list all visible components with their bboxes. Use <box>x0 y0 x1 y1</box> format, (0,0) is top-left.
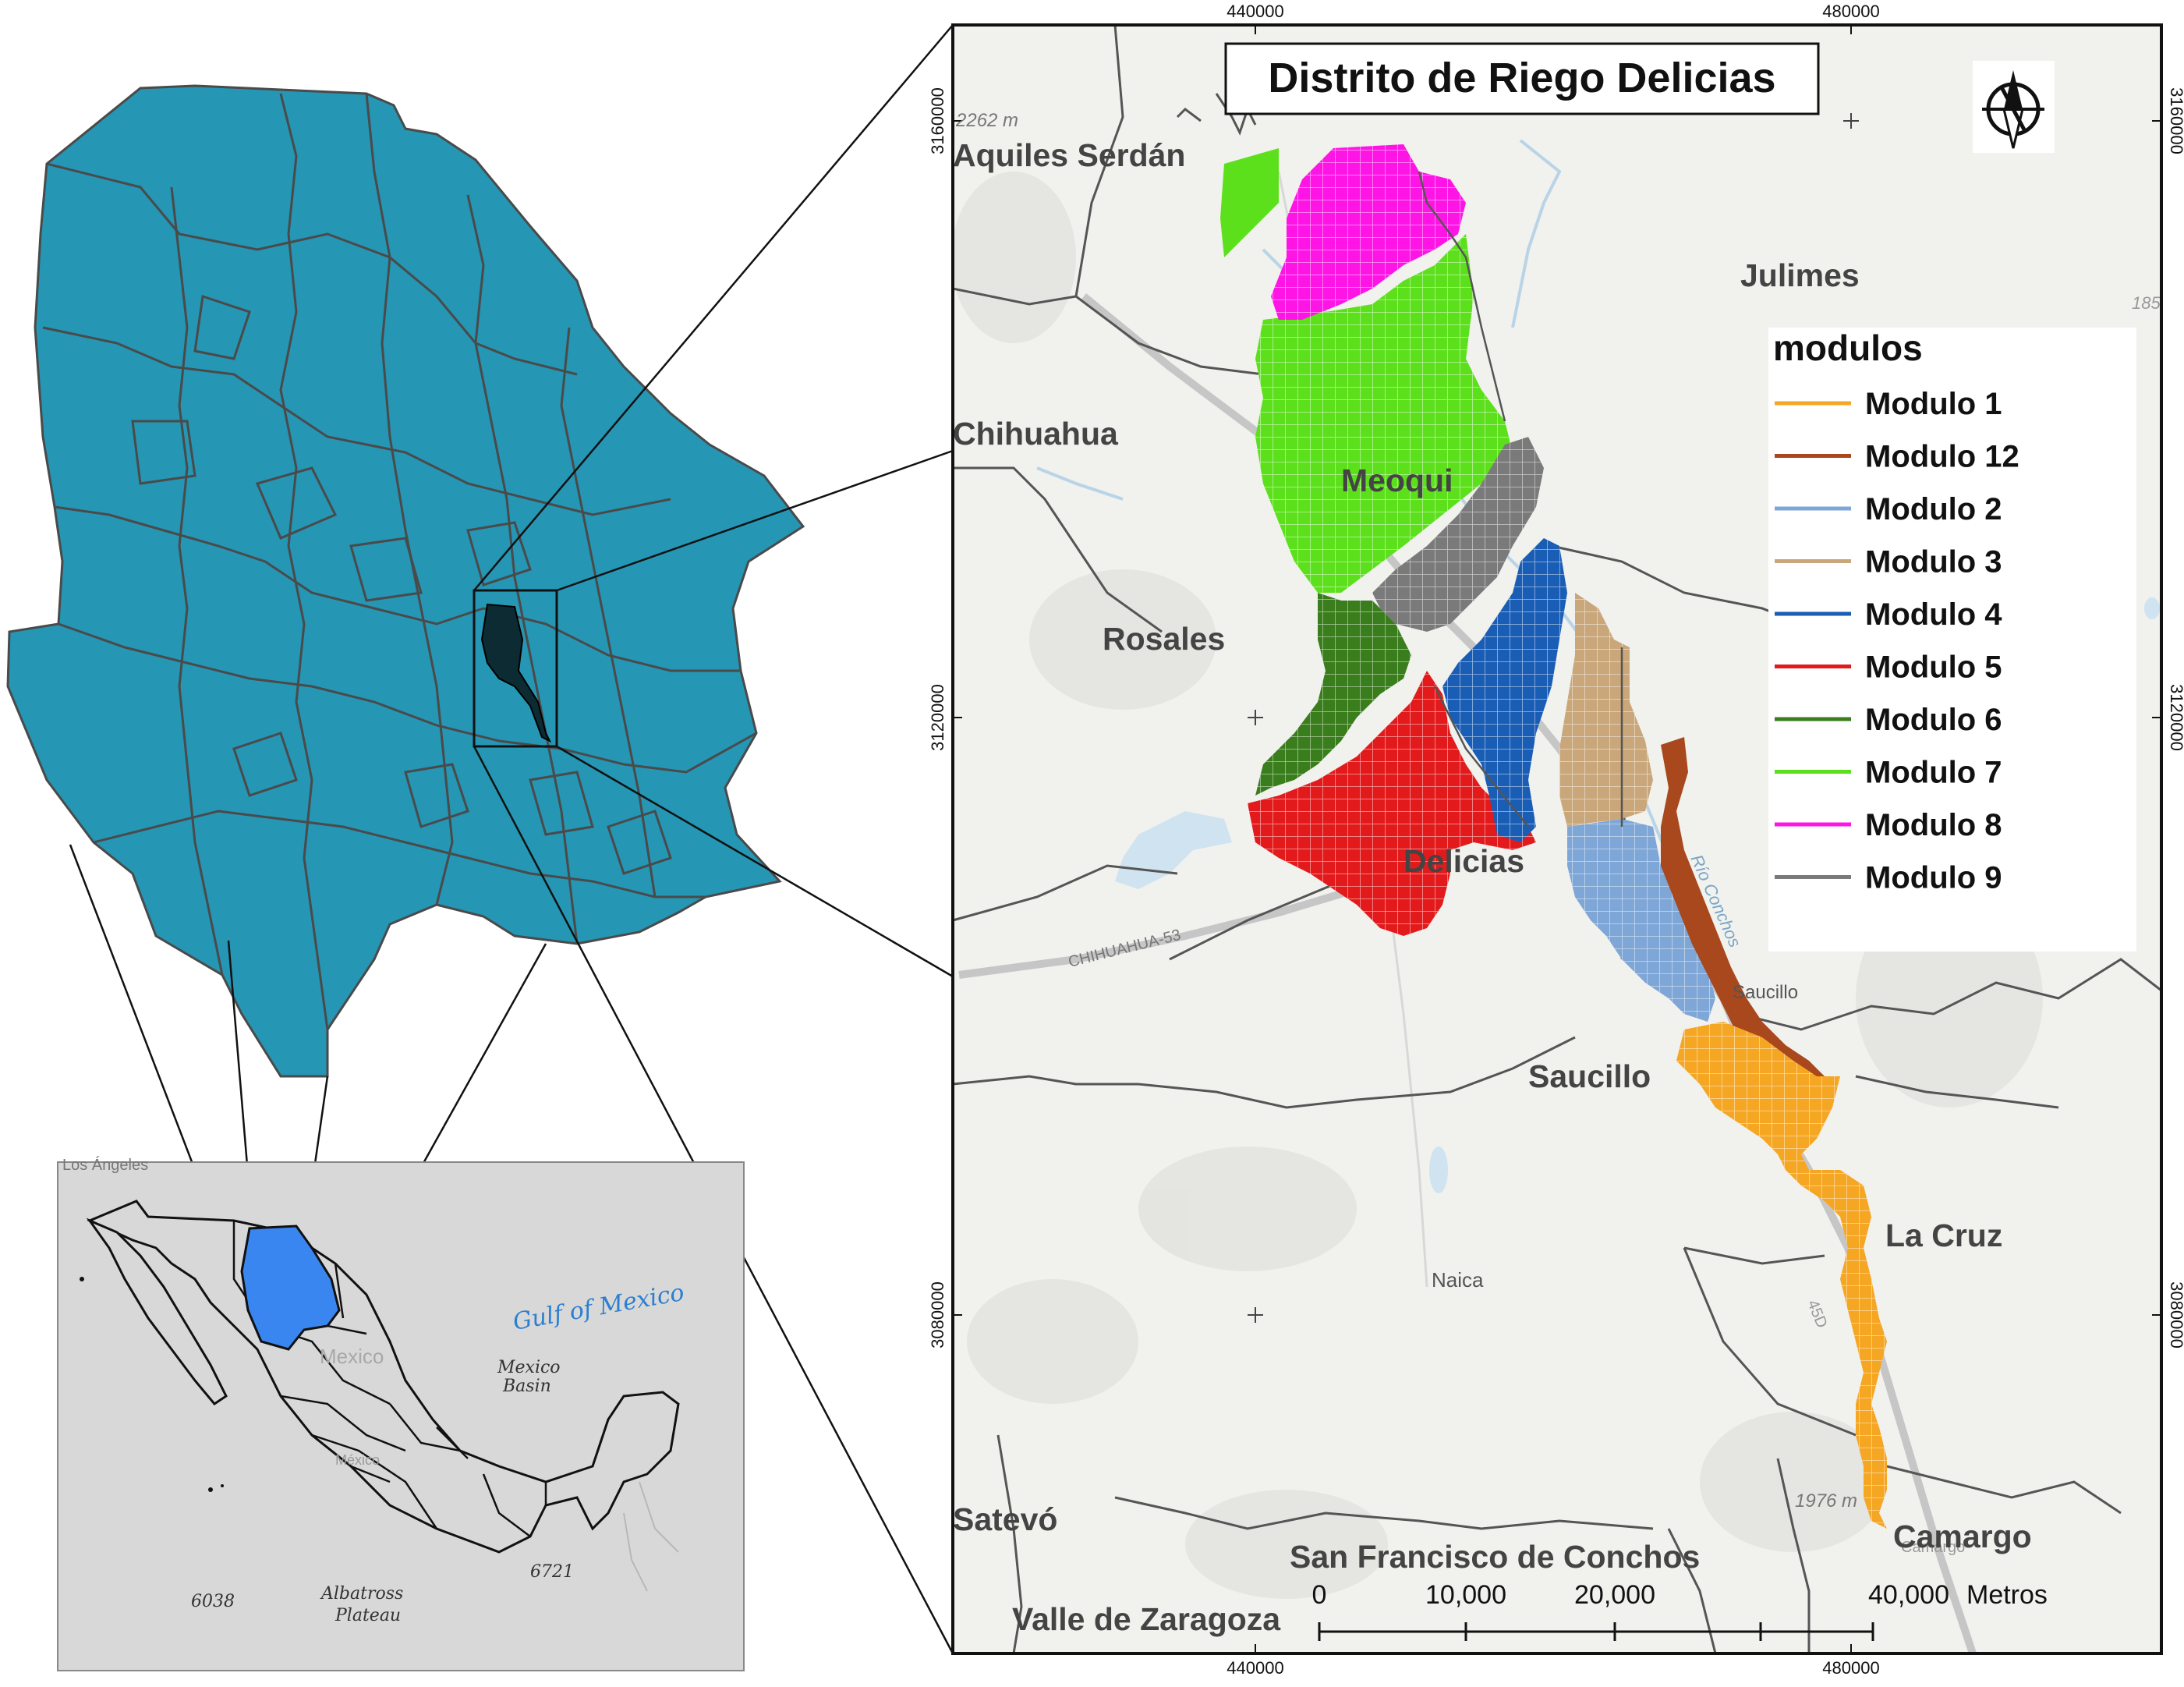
coord-right-3120000: 3120000 <box>2167 684 2184 751</box>
label-depth-6721: 6721 <box>530 1562 574 1582</box>
label-rosales: Rosales <box>1103 621 1225 657</box>
module-9-area <box>1372 437 1544 632</box>
legend-label-1: Modulo 1 <box>1865 387 2002 421</box>
scale-tick-10000: 10,000 <box>1425 1580 1506 1610</box>
map-title: Distrito de Riego Delicias <box>1268 55 1775 101</box>
label-mexico-faded: Mexico <box>320 1345 384 1368</box>
label-los-angeles: Los Ángeles <box>62 1156 148 1174</box>
coord-right-3160000: 3160000 <box>2167 87 2184 154</box>
label-elevation-1976: 1976 m <box>1795 1490 1857 1512</box>
module-5-area <box>1248 671 1536 936</box>
legend-box <box>1768 328 2136 952</box>
chihuahua-state-outline <box>6 84 805 1078</box>
faded-features <box>623 1481 679 1592</box>
label-aquiles-serdan: Aquiles Serdán <box>953 137 1185 173</box>
coord-left-3120000: 3120000 <box>928 684 947 751</box>
label-albatross-2: Plateau <box>335 1606 401 1625</box>
municipal-boundaries <box>42 93 757 1030</box>
municipality-labels: Aquiles Serdán Chihuahua Rosales Julimes… <box>953 137 2032 1637</box>
label-la-cruz: La Cruz <box>1885 1217 2002 1253</box>
module-8-area <box>1271 144 1466 320</box>
coord-right-3080000: 3080000 <box>2167 1281 2184 1349</box>
module-12-area <box>1661 737 1825 1092</box>
chihuahua-highlight <box>240 1224 341 1351</box>
legend-label-8: Modulo 7 <box>1865 756 2002 790</box>
chihuahua-state-map <box>6 84 805 1078</box>
label-meoqui: Meoqui <box>1341 463 1453 498</box>
legend-label-4: Modulo 3 <box>1865 545 2002 579</box>
main-map: 2262 m 1976 m Naica Saucillo CHIHUAHUA-5… <box>928 2 2184 1678</box>
legend-label-2: Modulo 12 <box>1865 440 2019 474</box>
irrigation-modules <box>1220 144 1887 1529</box>
legend: modulos Modulo 1 Modulo 12 Modulo 2 Modulo … <box>1768 328 2136 952</box>
module-boundary-lines <box>1418 171 1623 828</box>
main-map-frame <box>951 23 2163 1655</box>
legend-label-6: Modulo 5 <box>1865 650 2002 685</box>
scale-units: Metros <box>1966 1580 2048 1610</box>
label-depth-6038: 6038 <box>191 1592 235 1611</box>
label-chihuahua: Chihuahua <box>953 416 1119 452</box>
small-islands <box>80 1277 224 1492</box>
coord-bottom-440000: 440000 <box>1227 1658 1283 1678</box>
label-saucillo-town: Saucillo <box>1733 982 1798 1003</box>
legend-label-7: Modulo 6 <box>1865 703 2002 737</box>
label-delicias: Delicias <box>1403 843 1524 879</box>
baja-california <box>86 1217 228 1405</box>
label-valle-zaragoza: Valle de Zaragoza <box>1012 1601 1281 1637</box>
legend-label-10: Modulo 9 <box>1865 861 2002 895</box>
legend-label-3: Modulo 2 <box>1865 492 2002 526</box>
coord-left-3160000: 3160000 <box>928 87 947 154</box>
module-3-area <box>1559 593 1653 827</box>
label-camargo-town: Camargo <box>1901 1539 1965 1556</box>
module-1-area <box>1676 1022 1887 1529</box>
title-box <box>1224 42 1820 115</box>
module-6-area <box>1255 593 1411 796</box>
graticule-crosses <box>1248 113 1859 1323</box>
scale-tick-20000: 20,000 <box>1574 1580 1655 1610</box>
label-albatross-1: Albatross <box>320 1584 403 1604</box>
label-san-francisco: San Francisco de Conchos <box>1290 1539 1700 1575</box>
legend-label-9: Modulo 8 <box>1865 808 2002 842</box>
label-julimes: Julimes <box>1740 257 1860 293</box>
label-185: 185 <box>2132 293 2161 313</box>
delicias-district-footprint <box>480 603 552 743</box>
north-arrow-icon <box>1973 61 2055 153</box>
label-mexico-city: México <box>335 1452 380 1468</box>
legend-title: modulos <box>1773 328 1923 368</box>
label-satevo: Satevó <box>953 1501 1057 1537</box>
label-saucillo: Saucillo <box>1528 1058 1651 1094</box>
coord-bottom-480000: 480000 <box>1822 1658 1879 1678</box>
scale-tick-40000: 40,000 <box>1868 1580 1949 1610</box>
label-mexico-basin-1: Mexico <box>497 1358 561 1377</box>
legend-label-5: Modulo 4 <box>1865 597 2002 632</box>
module-7-area <box>1220 148 1513 593</box>
label-naica: Naica <box>1432 1268 1484 1292</box>
mexico-inset-map: Los Ángeles Gulf of Mexico Mexico Basin … <box>57 1156 745 1671</box>
scale-tick-0: 0 <box>1312 1580 1327 1610</box>
coord-left-3080000: 3080000 <box>928 1281 947 1349</box>
label-mexico-basin-2: Basin <box>502 1377 551 1396</box>
label-camargo: Camargo <box>1893 1519 2032 1554</box>
coord-top-480000: 480000 <box>1822 2 1879 21</box>
label-elevation-2262: 2262 m <box>955 110 1018 131</box>
module-2-area <box>1567 819 1715 1022</box>
study-area-box <box>473 589 558 748</box>
module-4-area <box>1442 538 1567 842</box>
scale-bar: 0 10,000 20,000 40,000 Metros <box>1312 1580 2048 1641</box>
coord-top-440000: 440000 <box>1227 2 1283 21</box>
municipality-boundaries <box>952 24 2162 1654</box>
mexico-outline <box>87 1200 680 1554</box>
